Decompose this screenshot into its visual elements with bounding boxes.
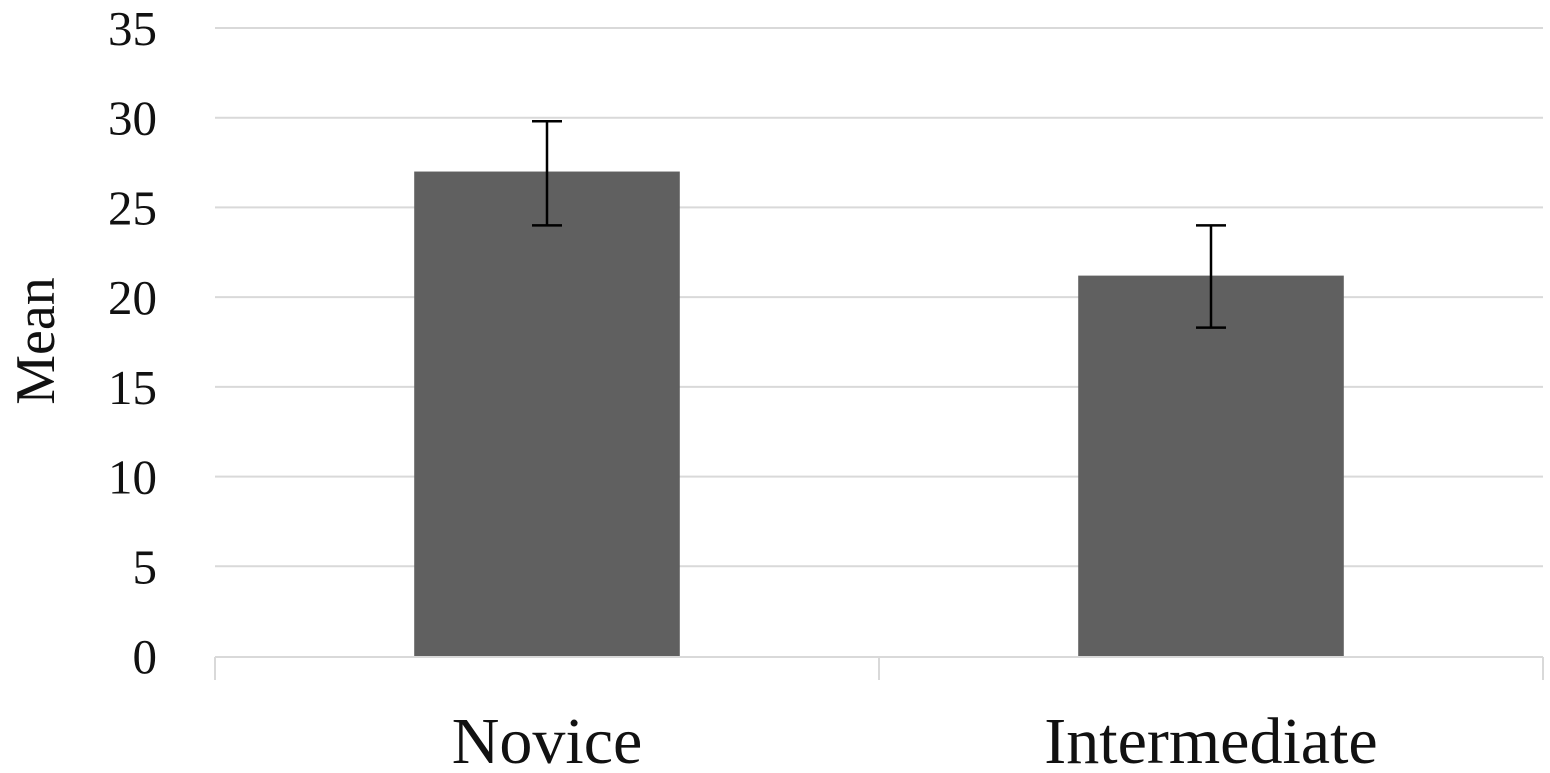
y-tick-label: 10 [108,450,157,505]
y-tick-label: 15 [108,360,157,415]
bar [414,171,680,657]
y-tick-label: 0 [133,629,158,684]
x-axis [214,656,1544,680]
y-tick-label: 35 [108,1,157,56]
x-tick-label: Intermediate [1044,705,1377,768]
bars [414,171,1344,657]
y-tick-label: 5 [133,539,158,594]
y-tick-label: 25 [108,180,157,235]
y-axis-title: Mean [5,277,67,405]
y-tick-label: 30 [108,91,157,146]
bar [1078,275,1344,656]
y-tick-label: 20 [108,270,157,325]
x-tick-labels: Novice Intermediate [452,705,1378,773]
error-bars [532,120,1226,329]
y-tick-labels: 0 5 10 15 20 25 30 35 [108,1,157,684]
x-tick-label: Novice [452,705,643,768]
